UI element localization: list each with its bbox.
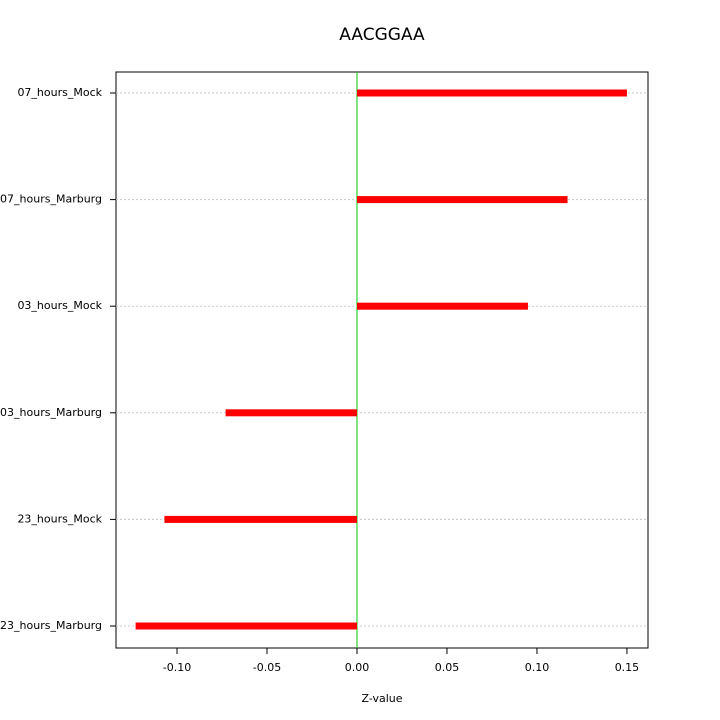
x-tick-label: -0.10 <box>163 661 191 674</box>
bar <box>356 196 568 204</box>
y-tick-label: 03_hours_Marburg <box>0 406 102 419</box>
bar <box>356 302 528 310</box>
x-axis-label: Z-value <box>361 692 402 705</box>
x-tick-label: 0.10 <box>525 661 550 674</box>
bar <box>164 515 357 523</box>
y-tick-label: 23_hours_Mock <box>17 512 102 525</box>
bar <box>135 622 357 630</box>
y-tick-label: 07_hours_Mock <box>17 86 102 99</box>
y-tick-label: 23_hours_Marburg <box>0 619 102 632</box>
bar <box>225 409 357 417</box>
y-tick-label: 07_hours_Marburg <box>0 193 102 206</box>
x-tick-label: 0.00 <box>345 661 370 674</box>
x-tick-label: 0.05 <box>435 661 460 674</box>
bar <box>356 89 627 97</box>
chart-title: AACGGAA <box>339 25 425 45</box>
plot-frame <box>115 71 649 649</box>
y-tick-label: 03_hours_Mock <box>17 299 102 312</box>
x-tick-label: 0.15 <box>615 661 640 674</box>
x-tick-label: -0.05 <box>253 661 281 674</box>
